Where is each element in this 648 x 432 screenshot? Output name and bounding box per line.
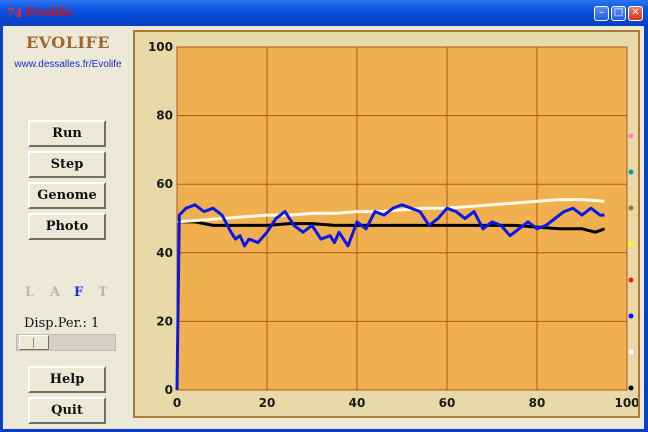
x-tick-label: 60 bbox=[439, 396, 456, 410]
maximize-icon[interactable]: □ bbox=[611, 6, 626, 21]
legend-dot bbox=[628, 241, 634, 247]
step-button[interactable]: Step bbox=[28, 151, 106, 178]
y-tick-label: 40 bbox=[156, 246, 173, 260]
photo-button[interactable]: Photo bbox=[28, 213, 106, 240]
slider-thumb[interactable] bbox=[19, 335, 49, 350]
legend-dot bbox=[628, 169, 634, 175]
mode-f[interactable]: F bbox=[74, 285, 84, 300]
genome-button[interactable]: Genome bbox=[28, 182, 106, 209]
legend-dot bbox=[628, 385, 634, 391]
legend-dot bbox=[628, 349, 634, 355]
legend-dot bbox=[628, 277, 634, 283]
legend-dot bbox=[628, 313, 634, 319]
run-button[interactable]: Run bbox=[28, 120, 106, 147]
app-icon: 74 bbox=[6, 6, 23, 20]
client-area: EVOLIFE www.dessalles.fr/Evolife Run Ste… bbox=[3, 26, 644, 429]
y-tick-label: 80 bbox=[156, 109, 173, 123]
x-tick-label: 40 bbox=[349, 396, 366, 410]
plot-area bbox=[176, 46, 628, 391]
mode-l[interactable]: L bbox=[25, 285, 35, 300]
y-tick-label: 100 bbox=[148, 40, 173, 54]
mode-t[interactable]: T bbox=[98, 285, 108, 300]
y-tick-label: 0 bbox=[165, 383, 173, 397]
x-tick-label: 100 bbox=[614, 396, 638, 410]
legend-dot bbox=[628, 133, 634, 139]
x-tick-label: 0 bbox=[173, 396, 181, 410]
close-icon[interactable]: ✕ bbox=[628, 6, 643, 21]
help-button[interactable]: Help bbox=[28, 366, 106, 393]
title-bar[interactable]: 74 Evolife – □ ✕ bbox=[0, 0, 648, 26]
display-period-slider[interactable] bbox=[16, 334, 116, 351]
legend-dot bbox=[628, 205, 634, 211]
display-period-label: Disp.Per.: 1 bbox=[24, 316, 100, 331]
quit-button[interactable]: Quit bbox=[28, 397, 106, 424]
plot-frame: 0 20 40 60 80 100 0 20 40 60 80 100 bbox=[133, 30, 640, 418]
x-tick-label: 80 bbox=[529, 396, 546, 410]
mode-a[interactable]: A bbox=[50, 285, 61, 300]
window-title: Evolife bbox=[26, 5, 73, 19]
evolution-chart: 0 20 40 60 80 100 0 20 40 60 80 100 bbox=[148, 40, 638, 410]
minimize-icon[interactable]: – bbox=[594, 6, 609, 21]
y-tick-label: 60 bbox=[156, 177, 173, 191]
brand-title: EVOLIFE bbox=[25, 33, 111, 52]
series-line-2 bbox=[175, 203, 605, 391]
y-tick-label: 20 bbox=[156, 314, 173, 328]
brand-url[interactable]: www.dessalles.fr/Evolife bbox=[14, 59, 122, 70]
x-tick-label: 20 bbox=[259, 396, 276, 410]
